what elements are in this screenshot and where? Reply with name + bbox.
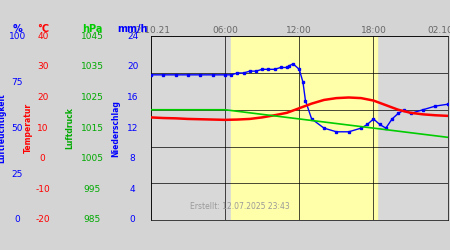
Text: 985: 985 bbox=[84, 216, 101, 224]
Text: 24: 24 bbox=[127, 32, 139, 41]
Text: Temperatur: Temperatur bbox=[24, 103, 33, 153]
Text: 4: 4 bbox=[130, 185, 135, 194]
Text: 12: 12 bbox=[127, 124, 139, 132]
Text: 0: 0 bbox=[40, 154, 45, 163]
Text: 1045: 1045 bbox=[81, 32, 104, 41]
Text: 1035: 1035 bbox=[81, 62, 104, 72]
Text: 1015: 1015 bbox=[81, 124, 104, 132]
Text: 10: 10 bbox=[37, 124, 49, 132]
Text: mm/h: mm/h bbox=[117, 24, 148, 34]
Text: 1005: 1005 bbox=[81, 154, 104, 163]
Text: 1025: 1025 bbox=[81, 93, 104, 102]
Text: Luftfeuchtigkeit: Luftfeuchtigkeit bbox=[0, 93, 7, 163]
Text: 0: 0 bbox=[14, 216, 20, 224]
Text: 16: 16 bbox=[127, 93, 139, 102]
Text: 75: 75 bbox=[11, 78, 23, 87]
Text: 20: 20 bbox=[127, 62, 139, 72]
Text: -20: -20 bbox=[36, 216, 50, 224]
Text: 40: 40 bbox=[37, 32, 49, 41]
Text: %: % bbox=[12, 24, 22, 34]
Text: 0: 0 bbox=[130, 216, 135, 224]
Text: Niederschlag: Niederschlag bbox=[112, 100, 121, 156]
Text: 50: 50 bbox=[11, 124, 23, 132]
Bar bbox=[231, 36, 377, 220]
Text: 25: 25 bbox=[11, 170, 23, 178]
Text: 100: 100 bbox=[9, 32, 26, 41]
Text: 20: 20 bbox=[37, 93, 49, 102]
Text: 8: 8 bbox=[130, 154, 135, 163]
Text: Luftdruck: Luftdruck bbox=[65, 107, 74, 149]
Text: Erstellt: 12.07.2025 23:43: Erstellt: 12.07.2025 23:43 bbox=[190, 202, 290, 211]
Text: °C: °C bbox=[37, 24, 49, 34]
Text: 995: 995 bbox=[84, 185, 101, 194]
Text: hPa: hPa bbox=[82, 24, 103, 34]
Text: 30: 30 bbox=[37, 62, 49, 72]
Text: -10: -10 bbox=[36, 185, 50, 194]
